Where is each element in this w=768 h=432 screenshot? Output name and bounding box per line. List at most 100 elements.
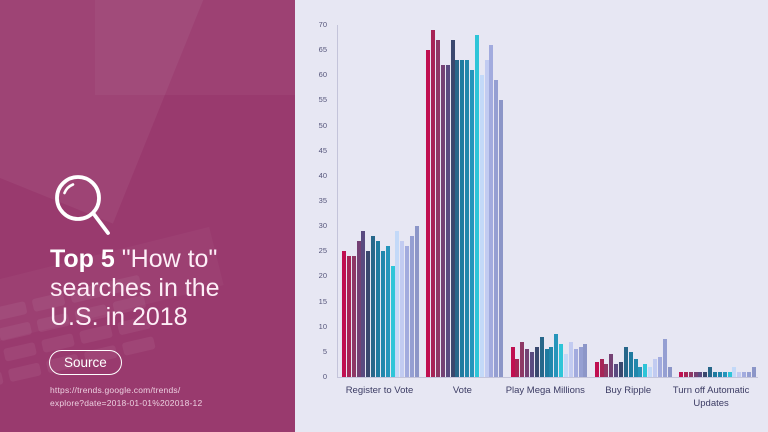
bar xyxy=(385,246,390,377)
title-light-part: "How to" xyxy=(121,245,218,273)
bar xyxy=(662,339,667,377)
source-url-line1: https://trends.google.com/trends/ xyxy=(50,385,181,395)
bar xyxy=(510,346,515,377)
bar xyxy=(361,231,366,377)
bar xyxy=(609,354,614,377)
bar-group-play-mega-millions xyxy=(510,334,588,377)
bar xyxy=(494,80,499,377)
bar xyxy=(599,359,604,377)
bar-group-buy-ripple xyxy=(594,339,672,377)
y-tick-label: 0 xyxy=(322,372,327,381)
y-tick-label: 60 xyxy=(318,70,327,80)
y-tick-label: 65 xyxy=(318,45,327,55)
x-axis-labels: Register to Vote Vote Play Mega Millions Bu… xyxy=(0,385,768,430)
bar xyxy=(751,366,756,377)
bar xyxy=(727,371,732,377)
bar xyxy=(410,236,415,377)
bar xyxy=(405,246,410,377)
bar xyxy=(578,346,583,377)
bar xyxy=(539,336,544,377)
bar xyxy=(440,65,445,377)
bar xyxy=(356,241,361,377)
bar xyxy=(693,371,698,377)
bar xyxy=(529,351,534,377)
y-tick-label: 15 xyxy=(318,296,327,306)
bar xyxy=(489,45,494,377)
y-tick-label: 35 xyxy=(318,196,327,205)
bar xyxy=(549,346,554,377)
bar xyxy=(657,356,662,377)
bar xyxy=(460,60,465,377)
bar xyxy=(390,266,395,377)
bar xyxy=(469,70,474,377)
bar xyxy=(474,35,479,377)
bar xyxy=(414,226,419,377)
magnifier-icon xyxy=(55,175,110,235)
y-axis: 0 5 10 15 20 25 30 35 40 45 50 55 60 65 70 xyxy=(295,0,332,432)
bar xyxy=(648,366,653,377)
bar xyxy=(573,349,578,377)
bar xyxy=(722,371,727,377)
bar xyxy=(638,366,643,377)
bar xyxy=(604,364,609,377)
bar xyxy=(688,371,693,377)
bar xyxy=(426,50,431,377)
x-axis-label: Play Mega Millions xyxy=(505,385,585,396)
y-tick-label: 10 xyxy=(318,321,327,331)
x-axis-label: Buy Ripple xyxy=(605,385,652,396)
bar xyxy=(371,236,376,377)
slide-title: Top 5 "How to" searches in the U.S. in 2… xyxy=(50,245,280,332)
photo-highlight-shape xyxy=(95,0,295,95)
bar-chart-plot xyxy=(337,25,758,378)
y-tick-label: 45 xyxy=(318,145,327,155)
bar xyxy=(559,344,564,377)
bar-group-vote xyxy=(426,30,504,377)
bar xyxy=(455,60,460,377)
bar-group-turn-off-automatic-updates xyxy=(679,366,756,377)
bar xyxy=(435,40,440,377)
title-bold-part: Top 5 xyxy=(50,245,115,273)
bar xyxy=(515,359,520,377)
y-tick-label: 40 xyxy=(318,170,327,180)
bar xyxy=(742,371,747,377)
bar xyxy=(366,251,371,377)
bar xyxy=(563,354,568,377)
bar xyxy=(679,371,683,377)
bar xyxy=(520,341,525,377)
bar xyxy=(380,251,385,377)
bar xyxy=(445,65,450,377)
bar xyxy=(708,366,713,377)
bar xyxy=(400,241,405,377)
bar xyxy=(594,361,599,377)
bar xyxy=(544,349,549,377)
bar xyxy=(703,371,708,377)
bar xyxy=(376,241,381,377)
bar xyxy=(465,60,470,377)
bar xyxy=(499,100,504,377)
bar xyxy=(431,30,436,377)
y-tick-label: 25 xyxy=(318,246,327,256)
bar xyxy=(653,359,658,377)
x-axis-label: Vote xyxy=(452,385,472,396)
title-line3: U.S. in 2018 xyxy=(50,303,188,331)
y-tick-label: 20 xyxy=(318,271,327,281)
title-line2: searches in the xyxy=(50,274,220,302)
bar xyxy=(717,371,722,377)
bar xyxy=(525,349,530,377)
bar xyxy=(667,366,672,377)
bar-group-register-to-vote xyxy=(342,226,419,377)
bar xyxy=(643,364,648,377)
y-tick-label: 5 xyxy=(322,346,327,356)
bar xyxy=(713,371,718,377)
bar xyxy=(623,346,628,377)
bar xyxy=(583,344,588,377)
bar xyxy=(683,371,688,377)
y-tick-label: 55 xyxy=(318,95,327,105)
bar xyxy=(633,359,638,377)
source-button[interactable]: Source xyxy=(49,350,122,375)
bar xyxy=(450,40,455,377)
y-tick-label: 30 xyxy=(318,221,327,231)
left-panel: Top 5 "How to" searches in the U.S. in 2… xyxy=(0,0,295,432)
bar xyxy=(484,60,489,377)
